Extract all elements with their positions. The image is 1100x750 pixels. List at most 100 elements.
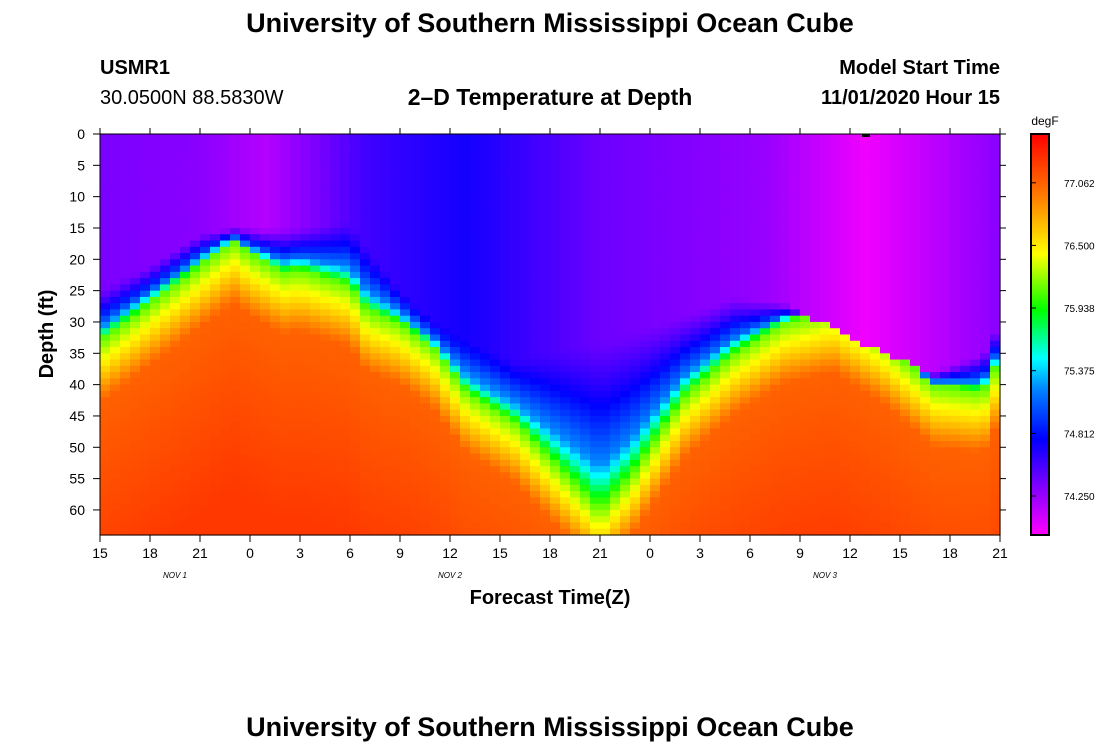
heat-cell (480, 328, 491, 336)
heat-cell (560, 478, 571, 486)
heat-cell (610, 134, 621, 141)
heat-cell (400, 165, 411, 173)
heat-cell (350, 434, 361, 442)
heat-cell (130, 428, 141, 436)
heat-cell (160, 365, 171, 373)
heat-cell (370, 384, 381, 392)
heat-cell (630, 497, 641, 505)
heat-cell (360, 403, 371, 411)
heat-cell (490, 347, 501, 354)
heat-cell (780, 491, 791, 499)
heat-cell (120, 227, 131, 235)
heat-cell (170, 328, 181, 336)
heat-cell (630, 466, 641, 473)
heat-cell (360, 347, 371, 354)
heat-cell (200, 491, 211, 499)
heat-cell (300, 516, 311, 524)
heat-cell (110, 472, 121, 480)
heat-cell (180, 491, 191, 499)
heat-cell (830, 309, 841, 317)
heat-cell (720, 140, 731, 148)
heat-cell (600, 321, 611, 329)
heat-cell (610, 177, 621, 185)
heat-cell (400, 140, 411, 148)
heat-cell (250, 334, 261, 342)
heat-cell (350, 265, 361, 273)
heat-cell (700, 190, 711, 198)
heat-cell (540, 441, 551, 448)
heat-cell (720, 353, 731, 361)
heat-cell (200, 221, 211, 229)
heat-cell (540, 240, 551, 248)
heat-cell (620, 415, 631, 423)
heat-cell (400, 227, 411, 235)
heat-cell (580, 184, 591, 191)
heat-cell (650, 434, 661, 442)
heat-cell (670, 390, 681, 398)
heat-cell (120, 321, 131, 329)
heat-cell (670, 328, 681, 336)
heat-cell (520, 347, 531, 354)
heat-cell (740, 403, 751, 411)
heat-cell (710, 303, 721, 311)
heat-cell (410, 497, 421, 505)
heat-cell (300, 390, 311, 398)
heat-cell (190, 409, 201, 417)
heat-cell (480, 484, 491, 492)
heat-cell (720, 503, 731, 511)
heat-cell (550, 278, 561, 285)
heat-cell (510, 503, 521, 511)
heat-cell (440, 134, 451, 141)
heat-cell (130, 215, 141, 223)
heat-cell (810, 227, 821, 235)
heat-cell (840, 516, 851, 524)
heat-cell (600, 315, 611, 323)
heat-cell (760, 447, 771, 455)
heat-cell (160, 459, 171, 467)
heat-cell (200, 328, 211, 336)
heat-cell (680, 422, 691, 430)
heat-cell (520, 441, 531, 448)
heat-cell (440, 246, 451, 254)
heat-cell (640, 159, 651, 166)
heat-cell (130, 171, 141, 179)
heat-cell (500, 290, 511, 298)
heat-cell (800, 134, 811, 141)
heat-cell (330, 196, 341, 204)
heat-cell (280, 152, 291, 160)
heat-cell (770, 196, 781, 204)
heat-cell (780, 284, 791, 292)
heat-cell (150, 234, 161, 242)
heat-cell (430, 152, 441, 160)
heat-cell (620, 347, 631, 354)
heat-cell (700, 196, 711, 204)
heat-cell (770, 441, 781, 448)
heat-cell (140, 403, 151, 411)
heat-cell (450, 278, 461, 285)
heat-cell (430, 159, 441, 166)
heat-cell (590, 441, 601, 448)
heat-cell (820, 434, 831, 442)
heat-cell (430, 397, 441, 405)
heat-cell (330, 215, 341, 223)
heat-cell (840, 290, 851, 298)
heat-cell (620, 497, 631, 505)
heat-cell (530, 472, 541, 480)
heat-cell (860, 278, 871, 285)
heat-cell (380, 384, 391, 392)
heat-cell (160, 384, 171, 392)
heat-cell (150, 196, 161, 204)
heat-cell (480, 478, 491, 486)
heat-cell (270, 378, 281, 386)
heat-cell (820, 334, 831, 342)
heat-cell (630, 140, 641, 148)
heat-cell (570, 484, 581, 492)
heat-cell (290, 478, 301, 486)
heat-cell (620, 303, 631, 311)
heat-cell (500, 459, 511, 467)
heat-cell (850, 315, 861, 323)
heat-cell (510, 378, 521, 386)
heat-cell (330, 441, 341, 448)
heat-cell (610, 422, 621, 430)
heat-cell (180, 259, 191, 267)
